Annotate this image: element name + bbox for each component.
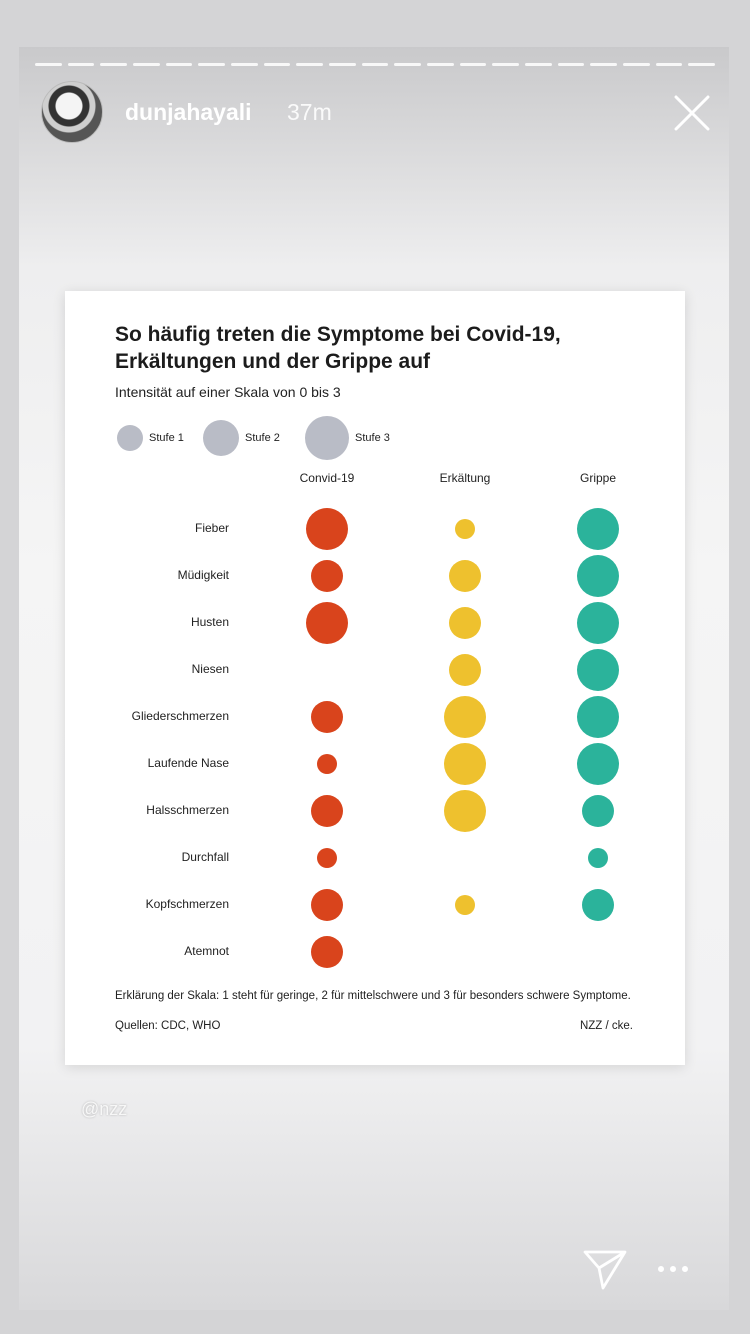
column-header-erkaeltung: Erkältung bbox=[439, 471, 491, 485]
bubble bbox=[449, 607, 481, 639]
bubble bbox=[455, 519, 475, 539]
close-icon[interactable] bbox=[671, 92, 713, 134]
bubble bbox=[311, 701, 343, 733]
legend-dot-2 bbox=[203, 420, 239, 456]
legend-stufe-2: Stufe 2 bbox=[203, 420, 280, 456]
bubble bbox=[444, 790, 486, 832]
progress-segment bbox=[590, 63, 618, 66]
progress-segment bbox=[67, 63, 95, 66]
send-icon[interactable] bbox=[582, 1246, 628, 1292]
username[interactable]: dunjahayali bbox=[125, 99, 252, 125]
progress-segment bbox=[133, 63, 160, 66]
bubble bbox=[577, 508, 619, 550]
progress-segment bbox=[459, 63, 487, 66]
legend-label-2: Stufe 2 bbox=[245, 432, 280, 444]
bubble bbox=[577, 696, 619, 738]
progress-segment bbox=[296, 63, 324, 66]
progress-segment bbox=[655, 63, 683, 66]
chart-title: So häufig treten die Symptome bei Covid-… bbox=[115, 323, 561, 373]
bubble bbox=[449, 654, 481, 686]
progress-segment bbox=[263, 63, 291, 66]
chart-card: So häufig treten die Symptome bei Covid-… bbox=[65, 291, 685, 1065]
progress-segment bbox=[35, 63, 62, 66]
story-viewer: dunjahayali 37m So häufig treten die Sym… bbox=[19, 47, 729, 1310]
row-label: Niesen bbox=[191, 662, 229, 676]
progress-segment bbox=[165, 63, 193, 66]
bubble bbox=[311, 936, 343, 968]
bubble bbox=[577, 555, 619, 597]
progress-segment bbox=[361, 63, 389, 66]
bubble bbox=[311, 560, 343, 592]
row-label: Fieber bbox=[194, 521, 229, 535]
progress-segment bbox=[623, 63, 650, 66]
row-label: Kopfschmerzen bbox=[145, 897, 229, 911]
row-label: Durchfall bbox=[181, 850, 229, 864]
progress-segment bbox=[231, 63, 258, 66]
bubble bbox=[449, 560, 481, 592]
watermark: @nzz bbox=[81, 1099, 128, 1119]
bubble bbox=[444, 743, 486, 785]
row-label: Halsschmerzen bbox=[146, 803, 229, 817]
more-options-icon[interactable] bbox=[653, 1257, 693, 1281]
bubble bbox=[582, 889, 614, 921]
progress-segment bbox=[688, 63, 716, 66]
bubble bbox=[311, 795, 343, 827]
bubble bbox=[306, 508, 348, 550]
progress-segment bbox=[100, 63, 128, 66]
story-progress-bar bbox=[35, 63, 716, 66]
column-header-covid: Convid-19 bbox=[299, 471, 355, 485]
column-header-grippe: Grippe bbox=[579, 471, 617, 485]
progress-segment bbox=[427, 63, 454, 66]
scale-footnote: Erklärung der Skala: 1 steht für geringe… bbox=[115, 990, 631, 1002]
progress-segment bbox=[198, 63, 226, 66]
progress-segment bbox=[329, 63, 356, 66]
bubble bbox=[317, 848, 337, 868]
progress-segment bbox=[394, 63, 422, 66]
chart-subtitle: Intensität auf einer Skala von 0 bis 3 bbox=[115, 384, 341, 400]
row-label: Atemnot bbox=[184, 944, 229, 958]
bubble bbox=[306, 602, 348, 644]
progress-segment bbox=[492, 63, 520, 66]
bubble bbox=[577, 649, 619, 691]
legend-stufe-3: Stufe 3 bbox=[305, 416, 390, 460]
bubble bbox=[577, 602, 619, 644]
progress-segment bbox=[557, 63, 585, 66]
row-label: Gliederschmerzen bbox=[131, 709, 229, 723]
legend-label-3: Stufe 3 bbox=[355, 432, 390, 444]
avatar[interactable] bbox=[41, 81, 103, 143]
legend-label-1: Stufe 1 bbox=[149, 432, 184, 444]
bubble bbox=[317, 754, 337, 774]
legend-dot-1 bbox=[117, 425, 143, 451]
bubble bbox=[455, 895, 475, 915]
bubble bbox=[582, 795, 614, 827]
bubble bbox=[444, 696, 486, 738]
row-label: Laufende Nase bbox=[147, 756, 229, 770]
row-label: Müdigkeit bbox=[177, 568, 229, 582]
bubble bbox=[311, 889, 343, 921]
legend-stufe-1: Stufe 1 bbox=[117, 425, 184, 451]
bubble bbox=[588, 848, 608, 868]
row-label: Husten bbox=[190, 615, 229, 629]
post-time: 37m bbox=[287, 99, 332, 125]
bubble bbox=[577, 743, 619, 785]
legend-dot-3 bbox=[305, 416, 349, 460]
sources: Quellen: CDC, WHO bbox=[115, 1020, 221, 1032]
credit: NZZ / cke. bbox=[579, 1020, 633, 1032]
progress-segment bbox=[525, 63, 552, 66]
